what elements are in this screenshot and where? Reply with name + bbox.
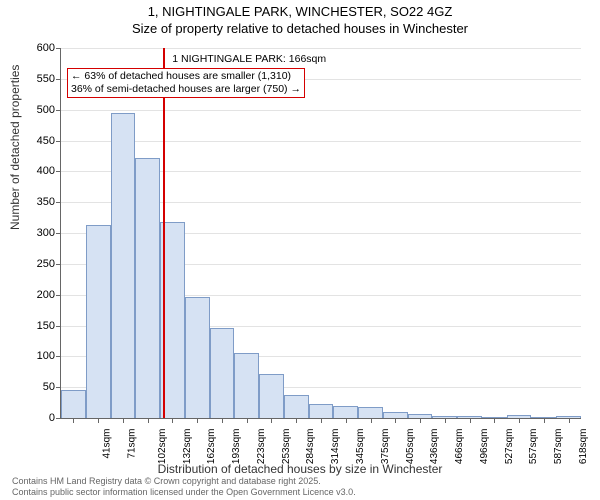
ytick-mark (56, 110, 61, 111)
xtick-label: 193sqm (231, 429, 242, 465)
histogram-bar (61, 390, 86, 418)
xtick-mark (73, 418, 74, 423)
chart-titles: 1, NIGHTINGALE PARK, WINCHESTER, SO22 4G… (0, 0, 600, 38)
chart-area: 05010015020025030035040045050055060041sq… (60, 48, 580, 418)
histogram-bar (86, 225, 111, 418)
ytick-mark (56, 171, 61, 172)
ytick-mark (56, 295, 61, 296)
xtick-label: 496sqm (479, 429, 490, 465)
plot-region: 05010015020025030035040045050055060041sq… (60, 48, 581, 419)
ytick-mark (56, 79, 61, 80)
xtick-label: 71sqm (127, 429, 138, 459)
xtick-mark (494, 418, 495, 423)
ytick-label: 250 (15, 258, 55, 270)
ytick-mark (56, 356, 61, 357)
xtick-mark (271, 418, 272, 423)
xtick-label: 587sqm (553, 429, 564, 465)
ytick-label: 500 (15, 104, 55, 116)
title-line-1: 1, NIGHTINGALE PARK, WINCHESTER, SO22 4G… (0, 4, 600, 21)
ytick-mark (56, 418, 61, 419)
ytick-mark (56, 233, 61, 234)
xtick-label: 102sqm (157, 429, 168, 465)
ytick-mark (56, 202, 61, 203)
xtick-label: 618sqm (578, 429, 589, 465)
ytick-mark (56, 326, 61, 327)
xtick-mark (247, 418, 248, 423)
xtick-mark (197, 418, 198, 423)
ytick-label: 150 (15, 320, 55, 332)
x-axis-title: Distribution of detached houses by size … (0, 462, 600, 476)
ytick-label: 350 (15, 196, 55, 208)
ytick-label: 0 (15, 412, 55, 424)
title-line-2: Size of property relative to detached ho… (0, 21, 600, 38)
xtick-label: 436sqm (429, 429, 440, 465)
histogram-bar (234, 353, 259, 418)
marker-annotation-line: 36% of semi-detached houses are larger (… (71, 83, 301, 96)
footer-line-1: Contains HM Land Registry data © Crown c… (12, 476, 356, 487)
xtick-label: 405sqm (405, 429, 416, 465)
ytick-label: 200 (15, 289, 55, 301)
xtick-label: 527sqm (504, 429, 515, 465)
marker-annotation-box: ← 63% of detached houses are smaller (1,… (67, 68, 305, 98)
xtick-mark (98, 418, 99, 423)
ytick-label: 600 (15, 42, 55, 54)
xtick-label: 314sqm (330, 429, 341, 465)
xtick-label: 41sqm (102, 429, 113, 459)
gridline (61, 110, 581, 111)
footer: Contains HM Land Registry data © Crown c… (12, 476, 356, 498)
ytick-label: 400 (15, 165, 55, 177)
marker-line (163, 48, 165, 418)
histogram-bar (259, 374, 284, 418)
chart-container: 1, NIGHTINGALE PARK, WINCHESTER, SO22 4G… (0, 0, 600, 500)
xtick-label: 375sqm (380, 429, 391, 465)
xtick-mark (544, 418, 545, 423)
xtick-mark (346, 418, 347, 423)
xtick-mark (519, 418, 520, 423)
histogram-bar (284, 395, 309, 418)
marker-annotation-line: ← 63% of detached houses are smaller (1,… (71, 70, 301, 83)
xtick-mark (296, 418, 297, 423)
xtick-mark (395, 418, 396, 423)
xtick-label: 284sqm (306, 429, 317, 465)
ytick-mark (56, 48, 61, 49)
xtick-label: 162sqm (207, 429, 218, 465)
footer-line-2: Contains public sector information licen… (12, 487, 356, 498)
histogram-bar (210, 328, 235, 418)
xtick-mark (321, 418, 322, 423)
ytick-label: 100 (15, 350, 55, 362)
xtick-mark (445, 418, 446, 423)
xtick-mark (569, 418, 570, 423)
ytick-label: 50 (15, 381, 55, 393)
ytick-label: 450 (15, 135, 55, 147)
xtick-mark (371, 418, 372, 423)
xtick-label: 223sqm (256, 429, 267, 465)
histogram-bar (111, 113, 136, 418)
ytick-mark (56, 264, 61, 265)
histogram-bar (135, 158, 160, 418)
xtick-mark (420, 418, 421, 423)
xtick-label: 557sqm (528, 429, 539, 465)
xtick-mark (172, 418, 173, 423)
xtick-label: 466sqm (454, 429, 465, 465)
xtick-label: 345sqm (355, 429, 366, 465)
histogram-bar (358, 407, 383, 418)
marker-label: 1 NIGHTINGALE PARK: 166sqm (169, 52, 329, 67)
ytick-mark (56, 387, 61, 388)
xtick-mark (148, 418, 149, 423)
xtick-mark (123, 418, 124, 423)
histogram-bar (185, 297, 210, 418)
xtick-mark (470, 418, 471, 423)
ytick-label: 300 (15, 227, 55, 239)
xtick-label: 132sqm (182, 429, 193, 465)
ytick-mark (56, 141, 61, 142)
xtick-label: 253sqm (281, 429, 292, 465)
gridline (61, 48, 581, 49)
gridline (61, 141, 581, 142)
xtick-mark (222, 418, 223, 423)
ytick-label: 550 (15, 73, 55, 85)
histogram-bar (333, 406, 358, 418)
histogram-bar (309, 404, 334, 418)
